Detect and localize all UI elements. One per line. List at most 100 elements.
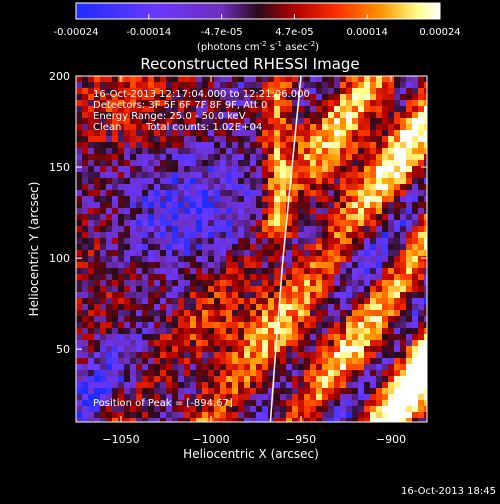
heatmap-cell <box>238 172 244 178</box>
heatmap-cell <box>286 274 292 280</box>
heatmap-cell <box>412 220 418 226</box>
heatmap-cell <box>214 100 220 106</box>
heatmap-cell <box>178 340 184 346</box>
heatmap-cell <box>190 196 196 202</box>
heatmap-cell <box>94 178 100 184</box>
heatmap-cell <box>292 256 298 262</box>
heatmap-cell <box>196 316 202 322</box>
heatmap-cell <box>112 322 118 328</box>
heatmap-cell <box>382 130 388 136</box>
heatmap-cell <box>286 358 292 364</box>
heatmap-cell <box>172 322 178 328</box>
heatmap-cell <box>424 370 427 376</box>
heatmap-cell <box>94 292 100 298</box>
heatmap-cell <box>88 202 94 208</box>
heatmap-cell <box>412 328 418 334</box>
heatmap-cell <box>214 238 220 244</box>
heatmap-cell <box>274 178 280 184</box>
heatmap-cell <box>178 148 184 154</box>
heatmap-cell <box>424 118 427 124</box>
heatmap-cell <box>184 376 190 382</box>
heatmap-cell <box>196 418 202 422</box>
heatmap-cell <box>112 412 118 418</box>
heatmap-cell <box>118 358 124 364</box>
heatmap-cell <box>280 286 286 292</box>
heatmap-cell <box>268 268 274 274</box>
heatmap-cell <box>358 136 364 142</box>
heatmap-cell <box>124 400 130 406</box>
heatmap-cell <box>178 358 184 364</box>
heatmap-cell <box>322 400 328 406</box>
heatmap-cell <box>418 112 424 118</box>
heatmap-cell <box>388 298 394 304</box>
heatmap-cell <box>340 142 346 148</box>
heatmap-cell <box>76 250 82 256</box>
heatmap-cell <box>310 124 316 130</box>
heatmap-cell <box>100 142 106 148</box>
heatmap-cell <box>286 208 292 214</box>
heatmap-cell <box>280 328 286 334</box>
heatmap-cell <box>88 166 94 172</box>
heatmap-cell <box>82 358 88 364</box>
heatmap-cell <box>310 346 316 352</box>
heatmap-cell <box>412 334 418 340</box>
heatmap-cell <box>160 142 166 148</box>
heatmap-cell <box>232 214 238 220</box>
heatmap-cell <box>412 382 418 388</box>
heatmap-cell <box>418 256 424 262</box>
heatmap-cell <box>268 400 274 406</box>
heatmap-cell <box>118 106 124 112</box>
heatmap-cell <box>160 400 166 406</box>
heatmap-cell <box>100 220 106 226</box>
heatmap-cell <box>358 388 364 394</box>
heatmap-cell <box>274 238 280 244</box>
heatmap-cell <box>424 184 427 190</box>
heatmap-cell <box>316 268 322 274</box>
heatmap-cell <box>82 298 88 304</box>
heatmap-cell <box>148 202 154 208</box>
heatmap-cell <box>166 220 172 226</box>
heatmap-cell <box>142 418 148 422</box>
heatmap-cell <box>208 274 214 280</box>
heatmap-cell <box>94 310 100 316</box>
heatmap-cell <box>226 244 232 250</box>
heatmap-cell <box>316 262 322 268</box>
heatmap-cell <box>226 196 232 202</box>
heatmap-cell <box>220 388 226 394</box>
heatmap-cell <box>346 124 352 130</box>
heatmap-cell <box>76 286 82 292</box>
heatmap-cell <box>202 298 208 304</box>
heatmap-cell <box>124 310 130 316</box>
heatmap-cell <box>232 322 238 328</box>
heatmap-cell <box>142 340 148 346</box>
heatmap-cell <box>106 334 112 340</box>
heatmap-cell <box>382 154 388 160</box>
heatmap-cell <box>118 130 124 136</box>
heatmap-cell <box>250 304 256 310</box>
heatmap-cell <box>82 94 88 100</box>
heatmap-cell <box>184 106 190 112</box>
heatmap-cell <box>262 226 268 232</box>
heatmap-cell <box>82 238 88 244</box>
heatmap-cell <box>214 136 220 142</box>
heatmap-cell <box>376 82 382 88</box>
heatmap-cell <box>178 238 184 244</box>
heatmap-cell <box>262 172 268 178</box>
heatmap-cell <box>292 262 298 268</box>
heatmap-cell <box>178 106 184 112</box>
heatmap-cell <box>118 376 124 382</box>
heatmap-cell <box>340 226 346 232</box>
heatmap-cell <box>94 388 100 394</box>
heatmap-cell <box>130 238 136 244</box>
heatmap-cell <box>184 328 190 334</box>
heatmap-cell <box>400 106 406 112</box>
x-tick-label: −900 <box>376 433 406 446</box>
heatmap-cell <box>142 172 148 178</box>
heatmap-cell <box>322 256 328 262</box>
heatmap-cell <box>298 382 304 388</box>
heatmap-cell <box>400 346 406 352</box>
heatmap-cell <box>154 418 160 422</box>
heatmap-cell <box>112 184 118 190</box>
heatmap-cell <box>112 76 118 82</box>
heatmap-cell <box>226 274 232 280</box>
